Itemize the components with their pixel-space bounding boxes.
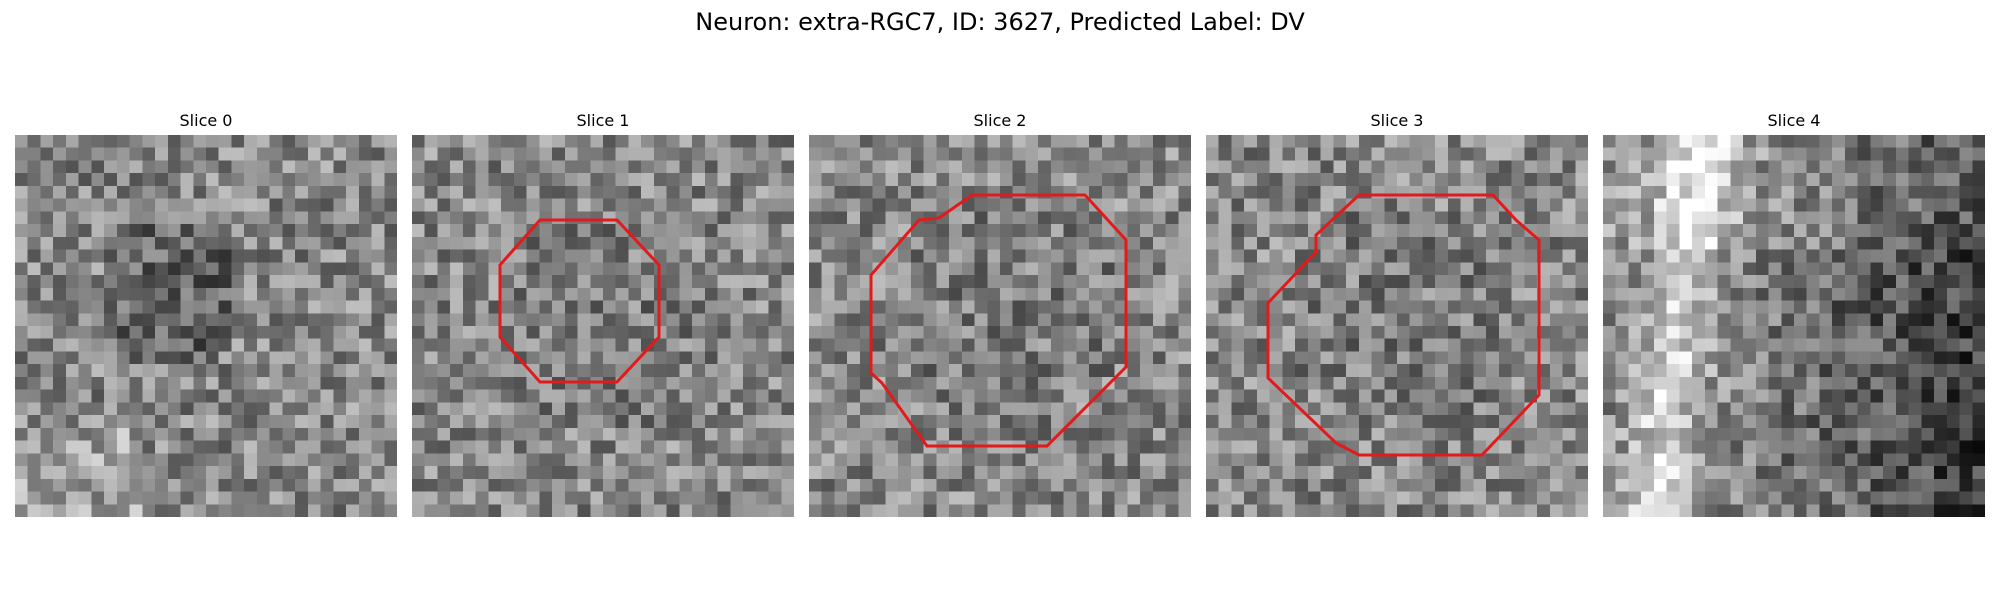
slice-title: Slice 1 xyxy=(576,111,630,130)
slice-title: Slice 3 xyxy=(1370,111,1424,130)
figure-title: Neuron: extra-RGC7, ID: 3627, Predicted … xyxy=(695,8,1305,36)
noise-texture xyxy=(1603,135,1985,517)
slice-image xyxy=(1603,135,1985,517)
slice-image xyxy=(809,135,1191,517)
slice-panel-0: Slice 0 xyxy=(15,110,397,517)
slice-image xyxy=(15,135,397,517)
roi-contour xyxy=(869,193,1128,448)
slice-image xyxy=(412,135,794,517)
slice-panel-1: Slice 1 xyxy=(412,110,794,517)
slice-image xyxy=(1206,135,1588,517)
roi-contour xyxy=(1266,193,1541,457)
noise-texture xyxy=(1206,135,1588,517)
roi-contour-layer xyxy=(498,218,661,384)
slice-panel-2: Slice 2 xyxy=(809,110,1191,517)
slice-title: Slice 4 xyxy=(1767,111,1821,130)
noise-texture xyxy=(15,135,397,517)
slice-title: Slice 0 xyxy=(179,111,233,130)
slice-panel-4: Slice 4 xyxy=(1603,110,1985,517)
slice-panel-3: Slice 3 xyxy=(1206,110,1588,517)
roi-contour-layer xyxy=(869,193,1128,448)
slice-title: Slice 2 xyxy=(973,111,1027,130)
roi-contour-layer xyxy=(1266,193,1541,457)
noise-texture xyxy=(412,135,794,517)
roi-contour xyxy=(498,218,661,384)
